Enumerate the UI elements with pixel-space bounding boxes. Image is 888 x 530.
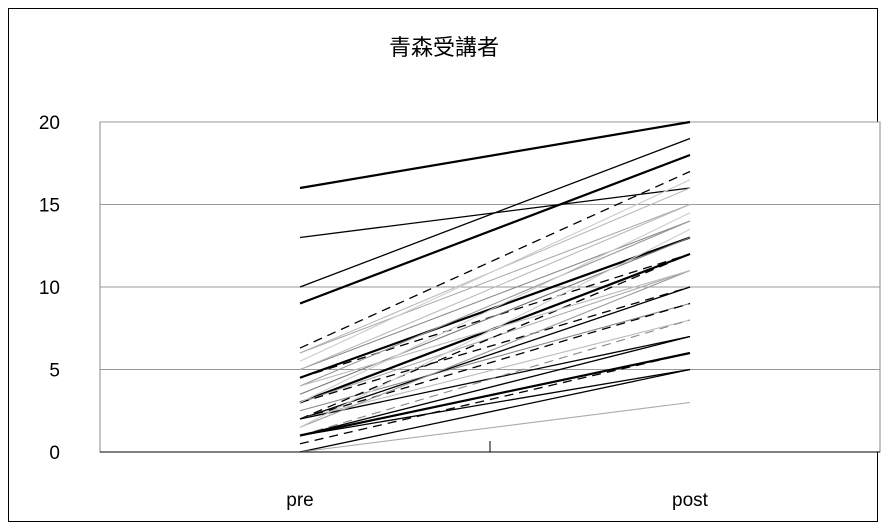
y-tick-label: 10 [39,278,60,299]
series-line-31 [299,212,691,403]
series-line-20 [299,302,691,420]
series-line-11 [299,253,691,379]
y-tick-label: 0 [49,443,60,464]
series-line-25 [299,351,691,437]
y-tick-labels: 0 5 10 15 20 [39,113,60,464]
series-line-32 [299,179,691,362]
x-tick-label-post: post [672,490,709,511]
series-lines [299,120,691,453]
y-tick-label: 15 [39,196,60,217]
series-line-23 [299,269,691,428]
series-line-16 [299,286,691,404]
x-tick-labels: pre post [286,490,708,511]
y-tick-label: 5 [49,361,60,382]
x-tick-label-pre: pre [286,490,313,511]
series-line-24 [299,319,691,437]
series-line-27 [299,335,691,437]
series-line-3 [299,137,691,288]
series-line-26 [299,368,691,437]
series-line-4 [299,153,691,305]
y-tick-label: 20 [39,113,60,134]
series-line-34 [299,228,691,428]
series-line-17 [299,302,691,412]
series-line-13 [299,236,691,395]
series-line-21 [299,319,691,420]
series-line-18 [299,253,691,420]
series-line-5 [299,170,691,349]
gridlines [100,121,880,370]
series-line-12 [299,220,691,387]
series-line-8 [299,220,691,371]
series-line-28 [299,352,691,445]
chart-title: 青森受講者 [388,36,499,61]
series-line-9 [299,203,691,371]
series-line-7 [299,203,691,354]
series-line-29 [299,368,691,453]
series-line-30 [299,401,691,453]
series-line-1 [299,120,691,190]
series-line-19 [299,286,691,420]
